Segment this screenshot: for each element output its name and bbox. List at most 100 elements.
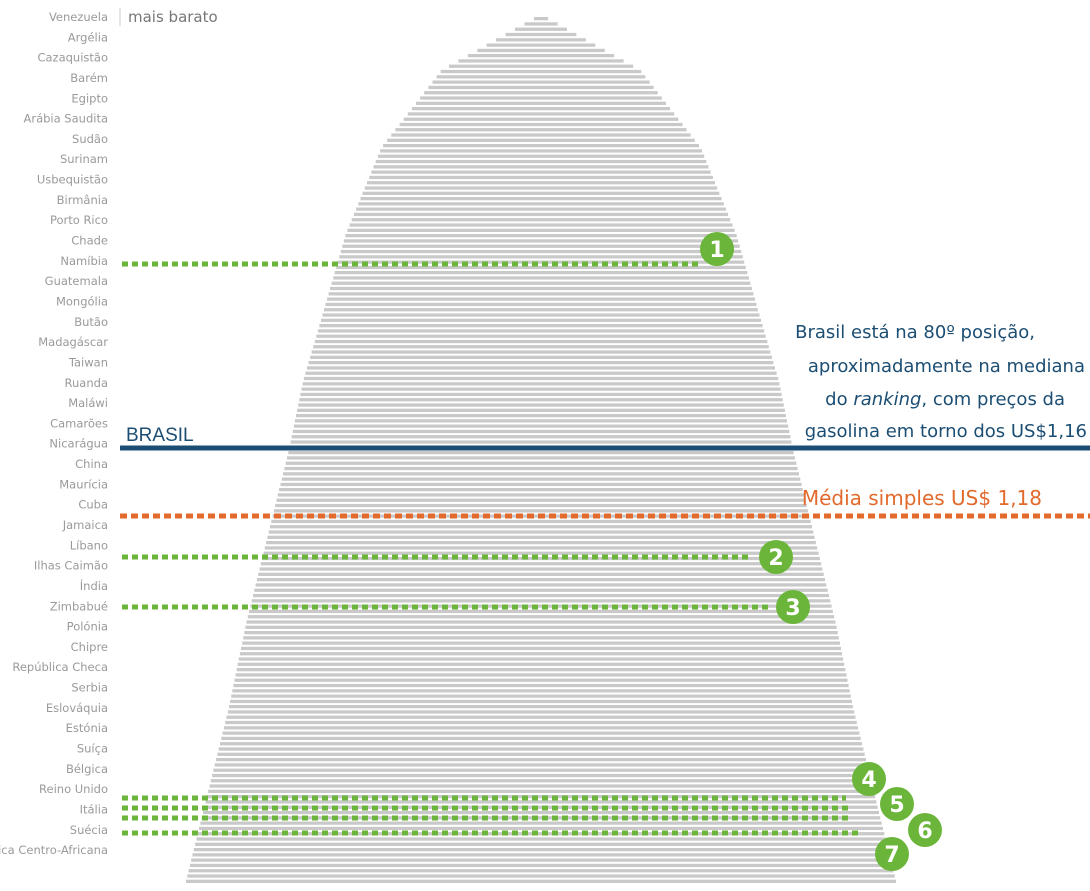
bar [189, 869, 894, 872]
bar [243, 636, 839, 639]
country-label: Barém [70, 71, 108, 85]
bar [194, 848, 888, 851]
bar [335, 271, 748, 274]
bar [525, 22, 558, 25]
bar [374, 165, 709, 168]
bar [258, 573, 824, 576]
bar [198, 832, 885, 835]
bar [240, 652, 842, 655]
bar [241, 647, 841, 650]
bar [230, 700, 852, 703]
bar [203, 811, 879, 814]
annotation-line-3-post: , com preços da [921, 389, 1065, 410]
country-label: Madagáscar [38, 335, 108, 349]
bar [458, 59, 623, 62]
bar [277, 499, 806, 502]
bar [327, 298, 755, 301]
bar [292, 435, 791, 438]
country-label: Nicarágua [49, 437, 108, 451]
bar [330, 287, 752, 290]
country-label: Itália [80, 803, 108, 817]
marker-number: 3 [785, 596, 800, 621]
country-label: Chipre [71, 640, 108, 654]
bar [191, 859, 891, 862]
bar [433, 81, 650, 84]
bar [468, 54, 614, 57]
marker-number: 4 [861, 768, 876, 793]
bar [187, 874, 894, 877]
country-label: Namíbia [60, 254, 108, 268]
bar [344, 239, 738, 242]
bar [350, 223, 733, 226]
bar [294, 425, 788, 428]
bar [310, 356, 772, 359]
country-label: Arábia Saudita [23, 112, 108, 126]
bar [303, 382, 780, 385]
bar [313, 345, 769, 348]
bar [363, 192, 720, 195]
bar [408, 112, 674, 115]
country-label: Venezuela [49, 10, 108, 24]
bar [347, 229, 734, 232]
bar [253, 594, 829, 597]
bar [378, 155, 704, 158]
bar [237, 668, 846, 671]
bar [210, 784, 873, 787]
country-label: Suíça [77, 742, 108, 756]
country-label: Ruanda [65, 376, 108, 390]
bar [315, 340, 768, 343]
bar [244, 631, 837, 634]
bar [297, 409, 785, 412]
bar [217, 753, 864, 756]
country-label: Serbia [71, 681, 108, 695]
bar [302, 388, 781, 391]
bar [496, 38, 586, 41]
bar [376, 160, 707, 163]
bar [242, 642, 840, 645]
bar [441, 70, 642, 73]
annotation-line-1: Brasil está na 80º posição, [795, 322, 1035, 343]
bar [293, 430, 790, 433]
country-label: Maláwi [68, 396, 108, 410]
country-label: Reino Unido [39, 782, 108, 796]
bar [256, 583, 827, 586]
media-label: Média simples US$ 1,18 [802, 486, 1042, 510]
bar [284, 467, 797, 470]
bar [383, 144, 699, 147]
bar [216, 758, 866, 761]
country-label: Suécia [70, 823, 108, 837]
bar [354, 213, 728, 216]
bar [305, 372, 776, 375]
bar [345, 234, 736, 237]
bar [342, 245, 739, 248]
bar [233, 684, 848, 687]
bar [247, 620, 836, 623]
bar [193, 853, 890, 856]
bar [341, 250, 741, 253]
bar [271, 520, 810, 523]
bar [361, 197, 722, 200]
bar [333, 276, 749, 279]
country-label: China [75, 457, 108, 471]
bar [321, 319, 761, 322]
country-label: Cuba [78, 498, 108, 512]
bar [400, 123, 683, 126]
bar [221, 737, 860, 740]
bar [307, 366, 775, 369]
bar [231, 695, 851, 698]
bar [323, 313, 760, 316]
country-label: Estónia [66, 721, 108, 735]
bar [291, 440, 792, 443]
bar [318, 329, 764, 332]
bar [224, 726, 858, 729]
country-label: Sudão [72, 132, 108, 146]
bar [211, 779, 871, 782]
bar [283, 472, 799, 475]
bar [428, 86, 653, 89]
bar [404, 118, 679, 121]
bar [206, 800, 877, 803]
bar [236, 673, 847, 676]
country-label: Eslováquia [46, 701, 108, 715]
bar [316, 335, 765, 338]
